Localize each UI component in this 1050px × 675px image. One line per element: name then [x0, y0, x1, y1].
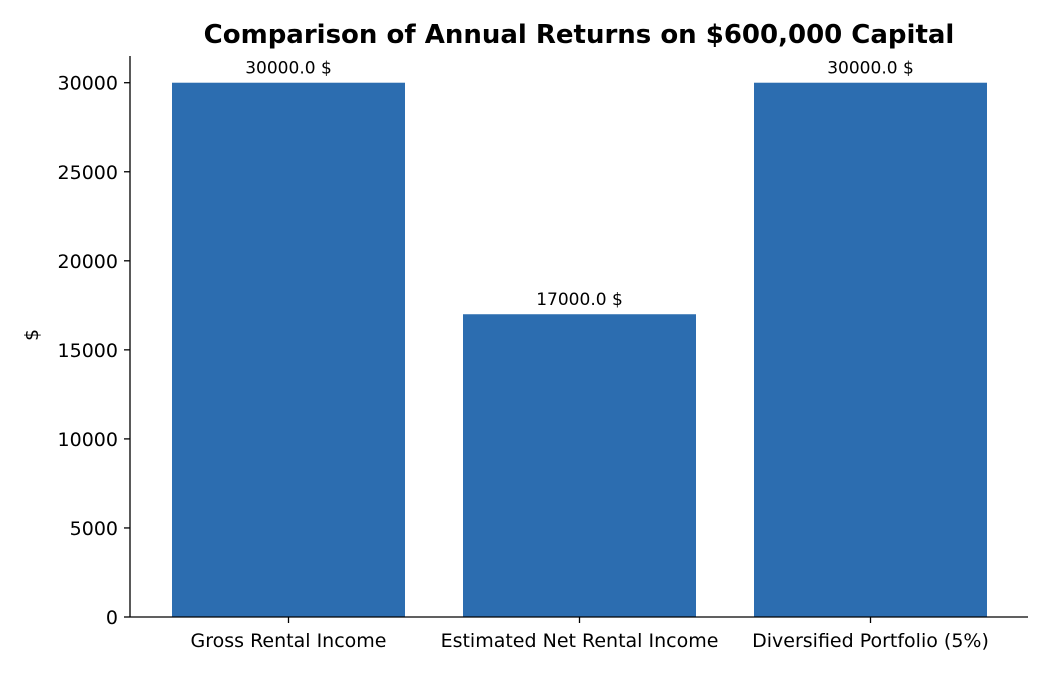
y-tick-label-0: 0 [106, 607, 118, 629]
data-labels-layer: 30000.0 $ 17000.0 $ 30000.0 $ [245, 59, 914, 311]
bar-1 [172, 82, 405, 617]
y-tick-label-30000: 30000 [58, 73, 118, 95]
x-tick-label-3: Diversified Portfolio (5%) [752, 630, 989, 652]
y-tick-label-25000: 25000 [58, 162, 118, 184]
x-tick-label-1: Gross Rental Income [191, 630, 387, 652]
y-tick-label-5000: 5000 [70, 518, 118, 540]
y-tick-label-10000: 10000 [58, 429, 118, 451]
bar-3 [754, 82, 987, 617]
bars-layer [172, 82, 987, 617]
bar-2 [463, 314, 696, 617]
chart-title: Comparison of Annual Returns on $600,000… [204, 20, 955, 50]
x-ticks-layer: Gross Rental Income Estimated Net Rental … [191, 617, 989, 652]
bar-value-label-2: 17000.0 $ [536, 290, 623, 310]
x-tick-label-2: Estimated Net Rental Income [441, 630, 719, 652]
y-axis-label: $ [21, 329, 43, 341]
y-ticks-layer: 0 5000 10000 15000 20000 25000 30000 [58, 73, 130, 629]
y-tick-label-20000: 20000 [58, 251, 118, 273]
bar-value-label-1: 30000.0 $ [245, 59, 332, 79]
bar-value-label-3: 30000.0 $ [827, 59, 914, 79]
y-tick-label-15000: 15000 [58, 340, 118, 362]
